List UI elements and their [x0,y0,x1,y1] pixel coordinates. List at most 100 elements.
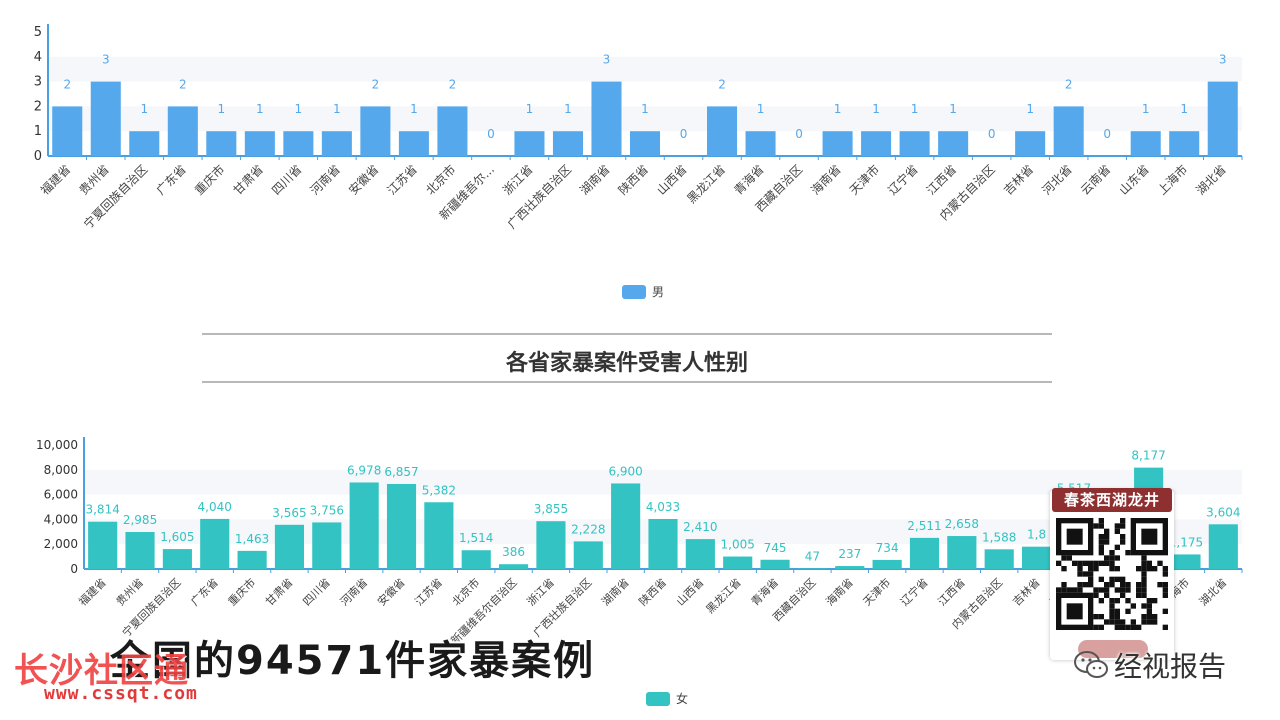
qr-finder-core [1066,528,1083,545]
bar-18[interactable] [723,556,753,569]
bar-2[interactable] [125,531,155,569]
data-label: 1,605 [160,530,194,544]
qr-module [1109,566,1115,572]
qr-module [1120,619,1126,625]
qr-module [1082,582,1088,588]
data-label: 1,514 [459,531,493,545]
bar-31[interactable] [1207,81,1238,156]
bar-1[interactable] [88,521,118,569]
x-tick-label: 广东省 [154,162,189,197]
qr-code-ad[interactable]: 春茶西湖龙井 [1050,488,1174,660]
qr-module [1056,560,1062,566]
bar-8[interactable] [321,131,352,156]
bar-14[interactable] [573,541,603,569]
qr-module [1077,566,1083,572]
bar-14[interactable] [552,131,583,156]
bar-11[interactable] [437,106,468,156]
bar-26[interactable] [1021,546,1052,569]
y-tick-label: 1 [34,124,42,139]
bar-18[interactable] [707,106,738,156]
bar-24[interactable] [947,536,977,569]
qr-module [1098,624,1104,630]
qr-module [1109,608,1115,614]
data-label: 1 [872,102,880,116]
x-tick-label: 甘肃省 [263,576,296,609]
qr-module [1088,582,1094,588]
bar-20[interactable] [797,568,827,569]
bar-13[interactable] [514,131,545,156]
bar-24[interactable] [938,131,969,156]
qr-module [1152,566,1158,572]
bar-30[interactable] [1171,554,1201,569]
bar-7[interactable] [312,522,342,569]
bar-19[interactable] [745,131,776,156]
bar-2[interactable] [90,81,121,156]
bar-21[interactable] [835,566,865,569]
bar-22[interactable] [872,559,902,569]
bar-12[interactable] [499,564,529,569]
qr-module [1141,619,1147,625]
bar-21[interactable] [822,131,853,156]
bar-10[interactable] [424,502,454,569]
qr-module [1104,555,1110,561]
qr-module [1146,560,1152,566]
qr-module [1141,582,1147,588]
legend-female[interactable]: 女 [646,690,688,707]
qr-module [1061,582,1067,588]
x-tick-label: 安徽省 [374,575,407,608]
qr-module [1109,582,1115,588]
x-tick-label: 浙江省 [525,576,558,609]
bar-16[interactable] [629,131,661,156]
data-label: 1,8 [1027,528,1046,542]
bar-19[interactable] [760,559,790,569]
bar-4[interactable] [200,518,230,569]
bar-26[interactable] [1015,131,1046,156]
data-label: 1 [641,102,649,116]
bar-13[interactable] [536,521,566,569]
bar-17[interactable] [685,539,715,569]
bar-6[interactable] [244,131,275,156]
bar-27[interactable] [1053,106,1084,156]
bar-8[interactable] [349,482,379,569]
qr-module [1162,571,1168,577]
bar-30[interactable] [1169,131,1200,156]
qr-module [1072,587,1078,593]
qr-module [1125,624,1131,630]
bar-6[interactable] [274,524,305,569]
bar-15[interactable] [611,483,641,569]
bar-3[interactable] [162,549,192,569]
bar-29[interactable] [1130,131,1161,156]
bar-9[interactable] [360,106,391,156]
bar-5[interactable] [237,550,267,569]
bar-23[interactable] [909,537,940,569]
x-tick-label: 河北省 [1039,162,1074,197]
x-tick-label: 北京市 [449,575,482,608]
x-tick-label: 山西省 [674,576,707,609]
qr-module [1141,571,1147,577]
bar-10[interactable] [398,131,429,156]
bar-3[interactable] [129,131,160,156]
legend-male[interactable]: 男 [622,283,664,300]
qr-module [1114,555,1120,561]
bar-9[interactable] [386,483,417,569]
qr-module [1136,624,1142,630]
bar-23[interactable] [899,131,930,156]
x-tick-label: 广东省 [188,576,221,609]
bar-31[interactable] [1208,524,1238,569]
bar-22[interactable] [861,131,892,156]
x-tick-label: 贵州省 [114,576,147,609]
x-tick-label: 河南省 [307,162,343,198]
bar-15[interactable] [591,81,622,156]
qr-module [1109,560,1115,566]
bar-5[interactable] [206,131,237,156]
bar-16[interactable] [648,518,678,569]
bar-1[interactable] [52,106,83,156]
bar-11[interactable] [461,550,491,569]
qr-module [1114,608,1120,614]
bar-7[interactable] [283,131,314,156]
bar-4[interactable] [167,106,198,156]
data-label: 1 [1180,102,1188,116]
bar-25[interactable] [984,549,1014,569]
qr-module [1152,619,1158,625]
y-tick-label: 0 [70,562,78,576]
